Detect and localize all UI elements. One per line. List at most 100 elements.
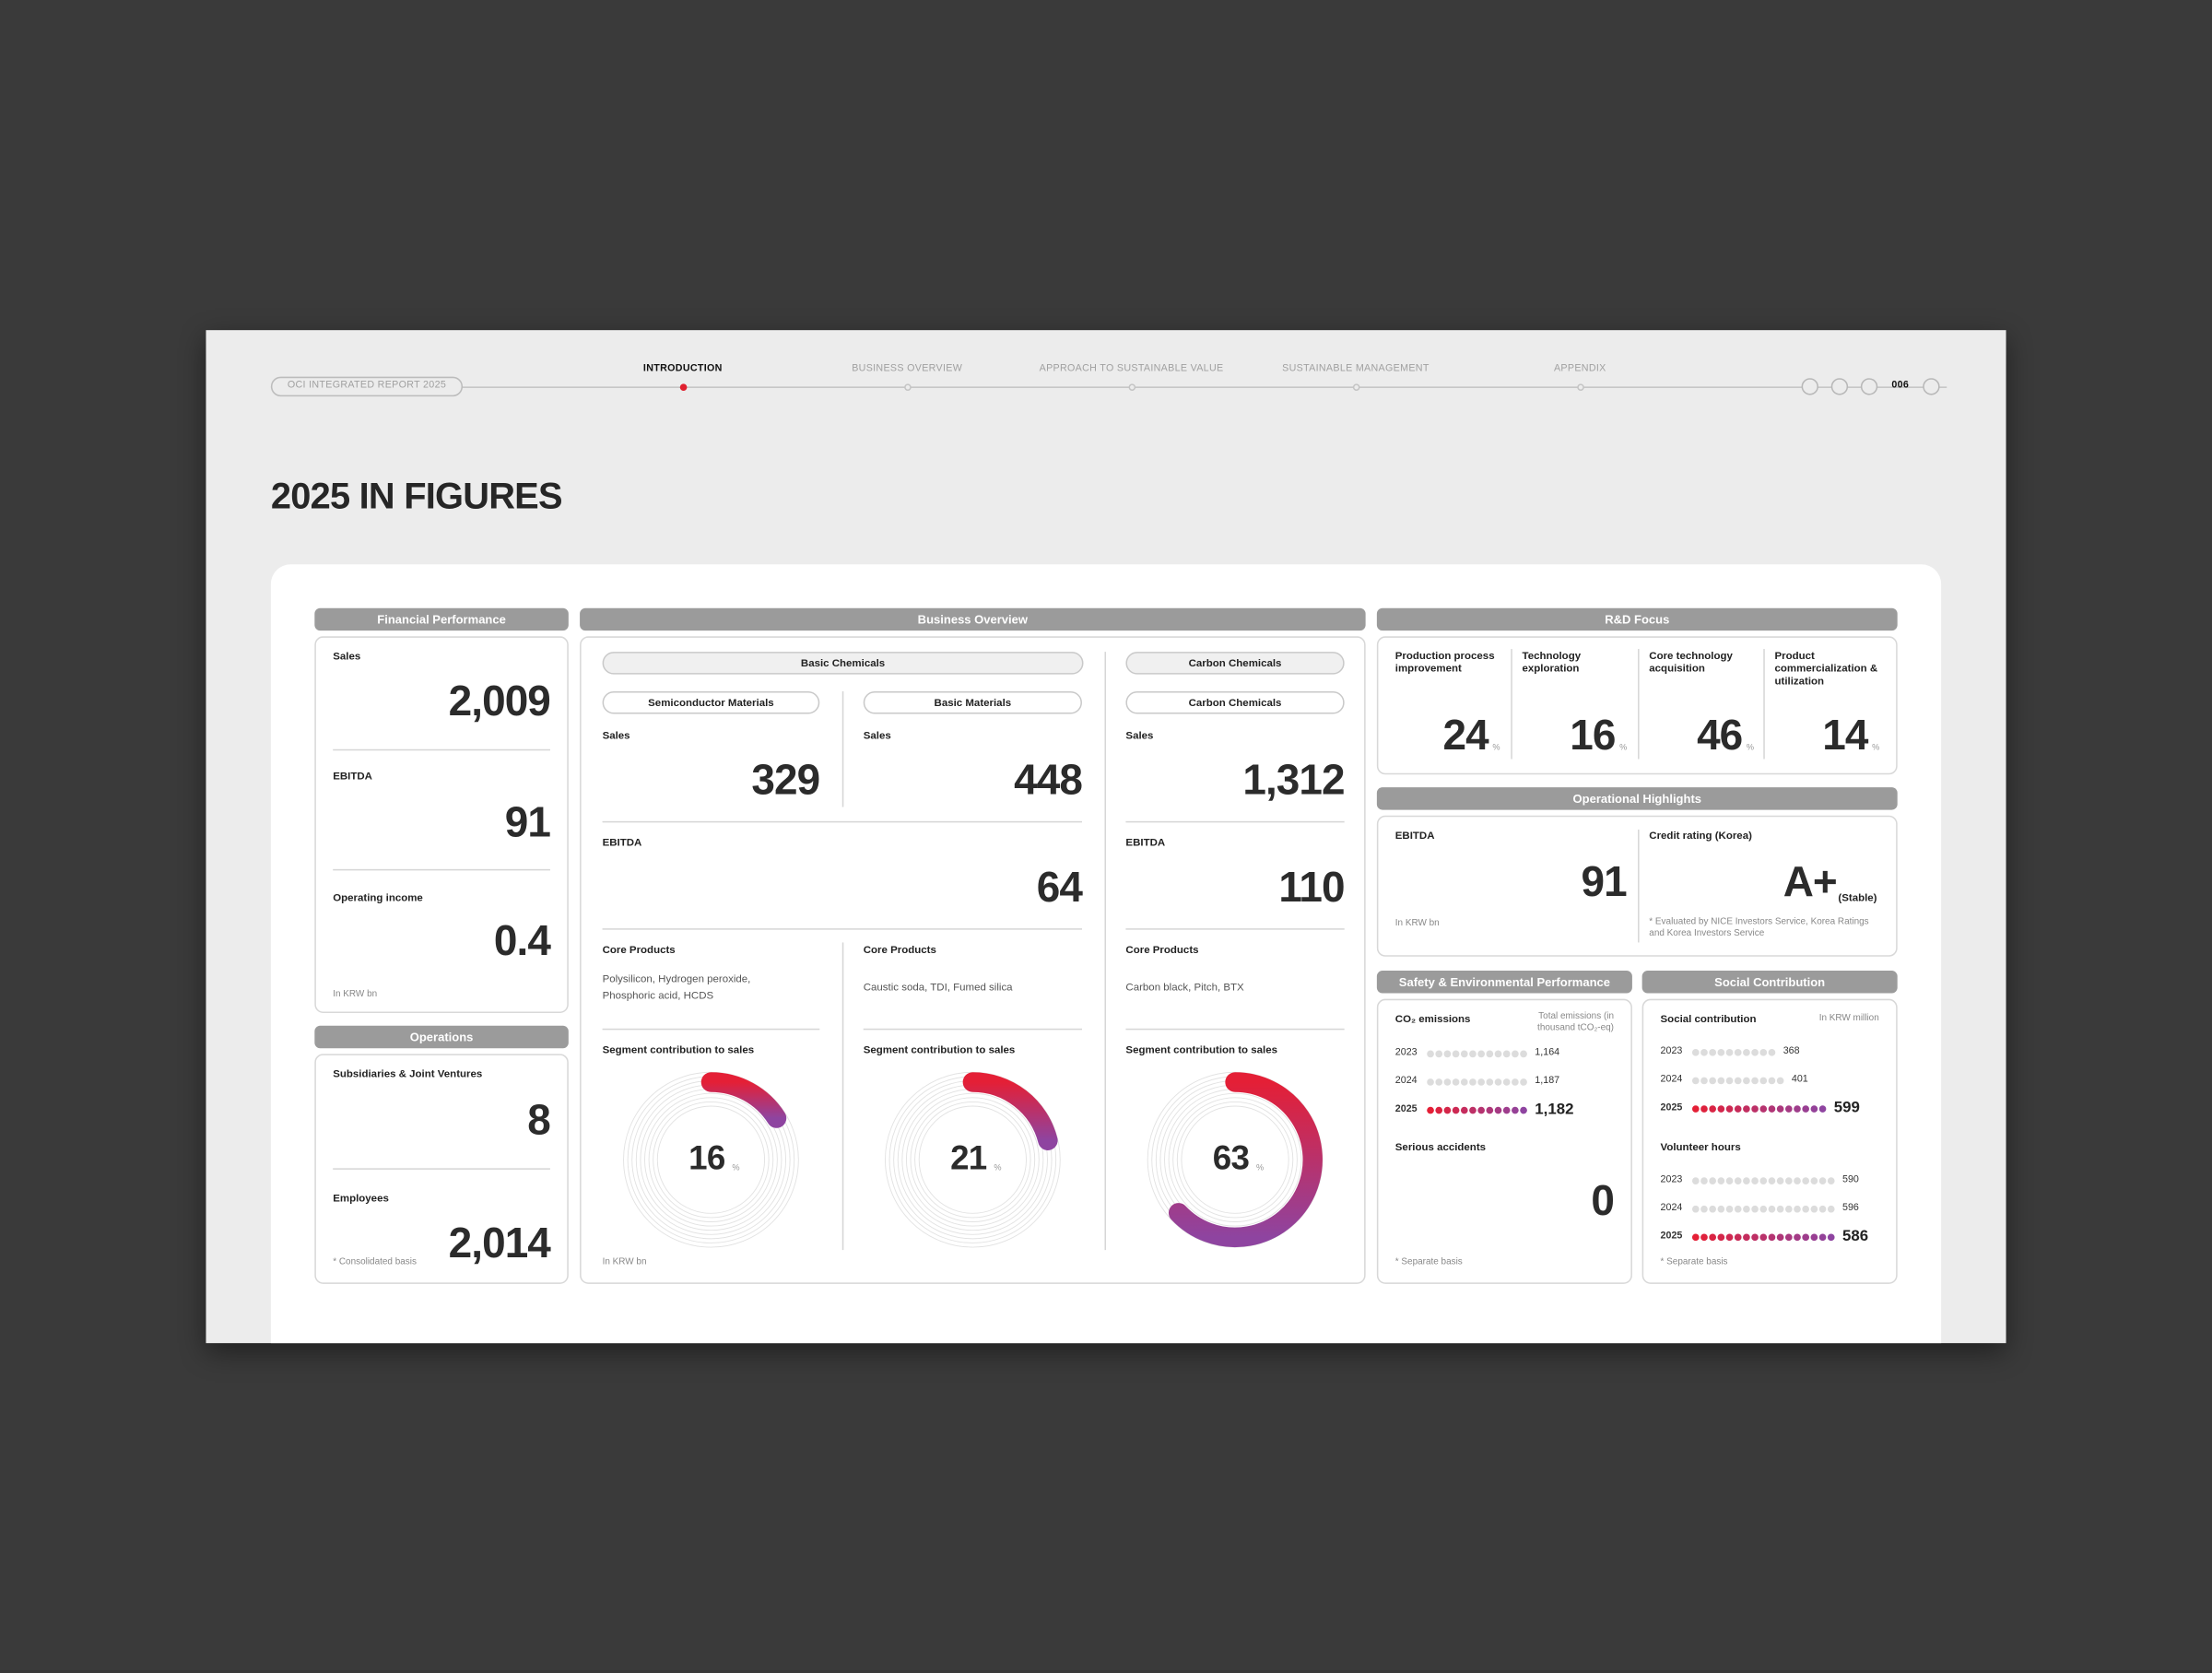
divider — [1763, 649, 1765, 760]
divider — [1104, 652, 1106, 1251]
divider — [841, 942, 844, 1251]
note: * Evaluated by NICE Investors Service, K… — [1649, 916, 1869, 938]
nav-item[interactable]: APPENDIX — [1553, 363, 1606, 374]
card — [1376, 636, 1898, 775]
section-header — [1376, 607, 1898, 631]
label: Employees — [333, 1191, 389, 1205]
donut-value: 21 — [950, 1139, 987, 1178]
nav-dot — [1127, 383, 1135, 391]
divider — [333, 868, 550, 871]
nav-button[interactable] — [1923, 378, 1940, 395]
figure: 91 — [1581, 859, 1628, 906]
report-title: OCI INTEGRATED REPORT 2025 — [287, 380, 447, 391]
unit-note: Total emissions (in thousand tCO₂-eq) — [1537, 1011, 1615, 1033]
section-title: Operational Highlights — [1572, 791, 1702, 806]
unit: % — [1746, 744, 1755, 753]
label: Serious accidents — [1394, 1140, 1487, 1154]
label: Social contribution — [1660, 1012, 1757, 1025]
sub-header — [863, 690, 1082, 714]
note: In KRW bn — [1394, 918, 1440, 929]
card — [314, 636, 569, 1013]
label: EBITDA — [1394, 829, 1435, 842]
divider — [863, 1028, 1082, 1031]
nav-button[interactable] — [1830, 378, 1849, 395]
nav-dot — [678, 383, 687, 391]
label: Segment contribution to sales — [863, 1043, 1016, 1056]
unit-note: In KRW million — [1818, 1013, 1879, 1023]
value-label: 401 — [1791, 1075, 1808, 1085]
divider — [1125, 928, 1345, 930]
note: In KRW bn — [333, 989, 378, 999]
sub-title: Carbon Chemicals — [1188, 656, 1282, 670]
note: * Consolidated basis — [333, 1256, 417, 1267]
figure: 1,312 — [1242, 757, 1345, 805]
card — [1376, 815, 1898, 957]
year: 2025 — [1660, 1102, 1683, 1113]
figure: 0 — [1591, 1178, 1615, 1225]
value-label: 1,182 — [1535, 1101, 1574, 1118]
label: CO₂ emissions — [1394, 1012, 1471, 1025]
figure: 64 — [1036, 865, 1083, 912]
donut-value: 63 — [1212, 1139, 1250, 1178]
figure: 0.4 — [493, 918, 551, 965]
donut-value: 16 — [688, 1139, 725, 1178]
divider — [1638, 829, 1640, 943]
nav-item[interactable]: APPROACH TO SUSTAINABLE VALUE — [1039, 363, 1224, 374]
section-header — [1376, 971, 1632, 994]
nav-button[interactable] — [1801, 378, 1818, 395]
label: Core Products — [1125, 943, 1199, 956]
core-products: Carbon black, Pitch, BTX — [1125, 980, 1244, 994]
label: Core technology acquisition — [1649, 649, 1733, 675]
figure: 16 — [1570, 712, 1616, 760]
figure: 448 — [1014, 757, 1083, 805]
nav-dot — [903, 383, 912, 391]
page-number: 006 — [1891, 380, 1910, 391]
core-products: Caustic soda, TDI, Fumed silica — [863, 980, 1013, 994]
label: Production process improvement — [1394, 649, 1495, 675]
label: Core Products — [602, 943, 676, 956]
divider — [602, 820, 1082, 823]
value-label: 1,187 — [1535, 1076, 1560, 1087]
figure: A+ — [1783, 859, 1838, 906]
section-header — [1376, 787, 1898, 810]
year: 2024 — [1660, 1203, 1683, 1214]
nav-item[interactable]: SUSTAINABLE MANAGEMENT — [1282, 363, 1430, 374]
divider — [333, 1168, 550, 1170]
unit: % — [1256, 1164, 1265, 1173]
page-title: 2025 IN FIGURES — [270, 474, 563, 517]
section-title: Financial Performance — [377, 612, 506, 627]
unit: % — [1492, 744, 1500, 753]
figure: 110 — [1278, 865, 1345, 912]
year: 2023 — [1660, 1174, 1683, 1185]
unit: % — [732, 1164, 740, 1173]
sub-header — [602, 690, 820, 714]
sub-header — [1125, 652, 1345, 675]
sub-title: Basic Materials — [934, 696, 1012, 710]
nav-button[interactable] — [1860, 378, 1878, 395]
year: 2023 — [1660, 1046, 1683, 1057]
divider — [841, 690, 844, 807]
value-label: 590 — [1841, 1174, 1859, 1185]
label: Product commercialization & utilization — [1774, 649, 1878, 688]
label: Segment contribution to sales — [1125, 1043, 1277, 1056]
nav-item[interactable]: INTRODUCTION — [642, 363, 723, 374]
year: 2023 — [1394, 1047, 1418, 1058]
nav-dot — [1352, 383, 1359, 391]
figure: 2,014 — [448, 1219, 551, 1267]
divider — [602, 928, 1082, 930]
value-label: 596 — [1841, 1203, 1859, 1214]
label: Subsidiaries & Joint Ventures — [333, 1066, 483, 1080]
year: 2024 — [1394, 1076, 1418, 1087]
unit: % — [1619, 744, 1628, 753]
section-title: Social Contribution — [1714, 974, 1826, 989]
figure: 2,009 — [448, 678, 551, 725]
section-header — [314, 1025, 569, 1049]
nav-item[interactable]: BUSINESS OVERVIEW — [852, 363, 963, 374]
label: EBITDA — [602, 835, 642, 849]
label: Volunteer hours — [1660, 1140, 1741, 1154]
figure: 329 — [751, 757, 820, 805]
label: Segment contribution to sales — [602, 1043, 755, 1056]
divider — [602, 1028, 820, 1031]
nav-line — [270, 386, 1947, 388]
sub-title: Semiconductor Materials — [648, 696, 774, 710]
